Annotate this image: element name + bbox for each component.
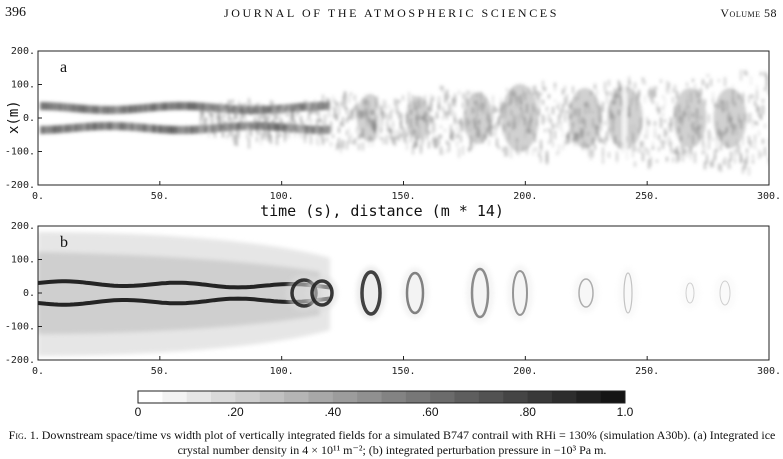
- colorbar-label: .20: [227, 405, 244, 419]
- colorbar-cell: [308, 391, 334, 403]
- colorbar-cell: [527, 391, 553, 403]
- panel-a-ytick-label: 200.: [11, 46, 35, 57]
- panel-b: 0. 50. 100. 150. 200. 250. 300. 200. 100. 0. -100.…: [5, 221, 781, 377]
- panel-a: 0. 50. 100. 150. 200. 250. 300. 200. 100. 0. -100.…: [5, 46, 781, 202]
- colorbar-label: .80: [519, 405, 536, 419]
- colorbar-cell: [284, 391, 309, 403]
- colorbar-cell: [138, 391, 163, 403]
- colorbar-cell: [454, 391, 480, 403]
- colorbar-label: 0: [135, 405, 142, 419]
- panel-b-xtick-label: 100.: [270, 366, 294, 377]
- colorbar-cell: [357, 391, 382, 403]
- panel-a-letter: a: [60, 59, 67, 76]
- colorbar-cell: [259, 391, 285, 403]
- colorbar: 0 .20 .40 .60 .80 1.0: [135, 390, 634, 419]
- colorbar-cell: [235, 391, 261, 403]
- panel-b-ytick-label: -100.: [5, 322, 35, 333]
- panel-a-xtick-label: 150.: [391, 191, 415, 202]
- caption-label: Fig. 1.: [8, 428, 39, 442]
- colorbar-cell: [381, 391, 407, 403]
- panel-a-ytick-label: -200.: [5, 180, 35, 191]
- panel-a-xtick-label: 250.: [635, 191, 659, 202]
- colorbar-cell: [478, 391, 504, 403]
- volume-label: Volume 58: [720, 6, 777, 20]
- colorbar-cell: [332, 391, 358, 403]
- panel-b-xtick-label: 0.: [32, 366, 44, 377]
- colorbar-frame: [137, 390, 626, 404]
- panel-b-xtick-label: 250.: [635, 366, 659, 377]
- panel-a-xtick-label: 300.: [757, 191, 781, 202]
- colorbar-cell: [211, 391, 236, 403]
- panel-b-xtick-label: 300.: [757, 366, 781, 377]
- figure-canvas: 0. 50. 100. 150. 200. 250. 300. 200. 100. 0. -100.…: [5, 46, 781, 419]
- journal-title: JOURNAL OF THE ATMOSPHERIC SCIENCES: [223, 6, 560, 20]
- shared-xlabel: time (s), distance (m * 14): [260, 202, 504, 220]
- panel-a-ytick-label: 0.: [23, 113, 35, 124]
- panel-a-xtick-label: 0.: [32, 191, 44, 202]
- panel-a-xtick-label: 200.: [513, 191, 537, 202]
- panel-a-field: [40, 68, 769, 176]
- figure-caption: Fig. 1. Downstream space/time vs width p…: [8, 428, 776, 458]
- colorbar-cell: [430, 391, 456, 403]
- colorbar-label: .40: [324, 405, 341, 419]
- panel-b-ytick-label: -200.: [5, 355, 35, 366]
- panel-b-letter: b: [60, 234, 68, 251]
- panel-a-ytick-label: 100.: [11, 80, 35, 91]
- panel-a-xtick-label: 50.: [151, 191, 169, 202]
- colorbar-label: 1.0: [617, 405, 634, 419]
- colorbar-cell: [162, 391, 188, 403]
- caption-text: Downstream space/time vs width plot of v…: [41, 428, 776, 457]
- panel-b-xtick-label: 150.: [391, 366, 415, 377]
- colorbar-cell: [186, 391, 212, 403]
- colorbar-cell: [503, 391, 529, 403]
- page-header: 396 JOURNAL OF THE ATMOSPHERIC SCIENCES …: [0, 5, 783, 25]
- panel-b-ytick-label: 200.: [11, 221, 35, 232]
- panel-b-field: [38, 232, 736, 356]
- colorbar-label: .60: [422, 405, 439, 419]
- colorbar-cell: [600, 391, 626, 403]
- page-number: 396: [5, 5, 26, 20]
- panel-a-ytick-label: -100.: [5, 147, 35, 158]
- panel-b-ytick-label: 100.: [11, 255, 35, 266]
- panel-a-ylabel: x(m): [6, 100, 22, 134]
- colorbar-cell: [405, 391, 431, 403]
- colorbar-cell: [551, 391, 577, 403]
- colorbar-cell: [576, 391, 602, 403]
- panel-b-ytick-label: 0.: [23, 288, 35, 299]
- panel-b-xtick-label: 50.: [151, 366, 169, 377]
- panel-b-xtick-label: 200.: [513, 366, 537, 377]
- panel-a-xtick-label: 100.: [270, 191, 294, 202]
